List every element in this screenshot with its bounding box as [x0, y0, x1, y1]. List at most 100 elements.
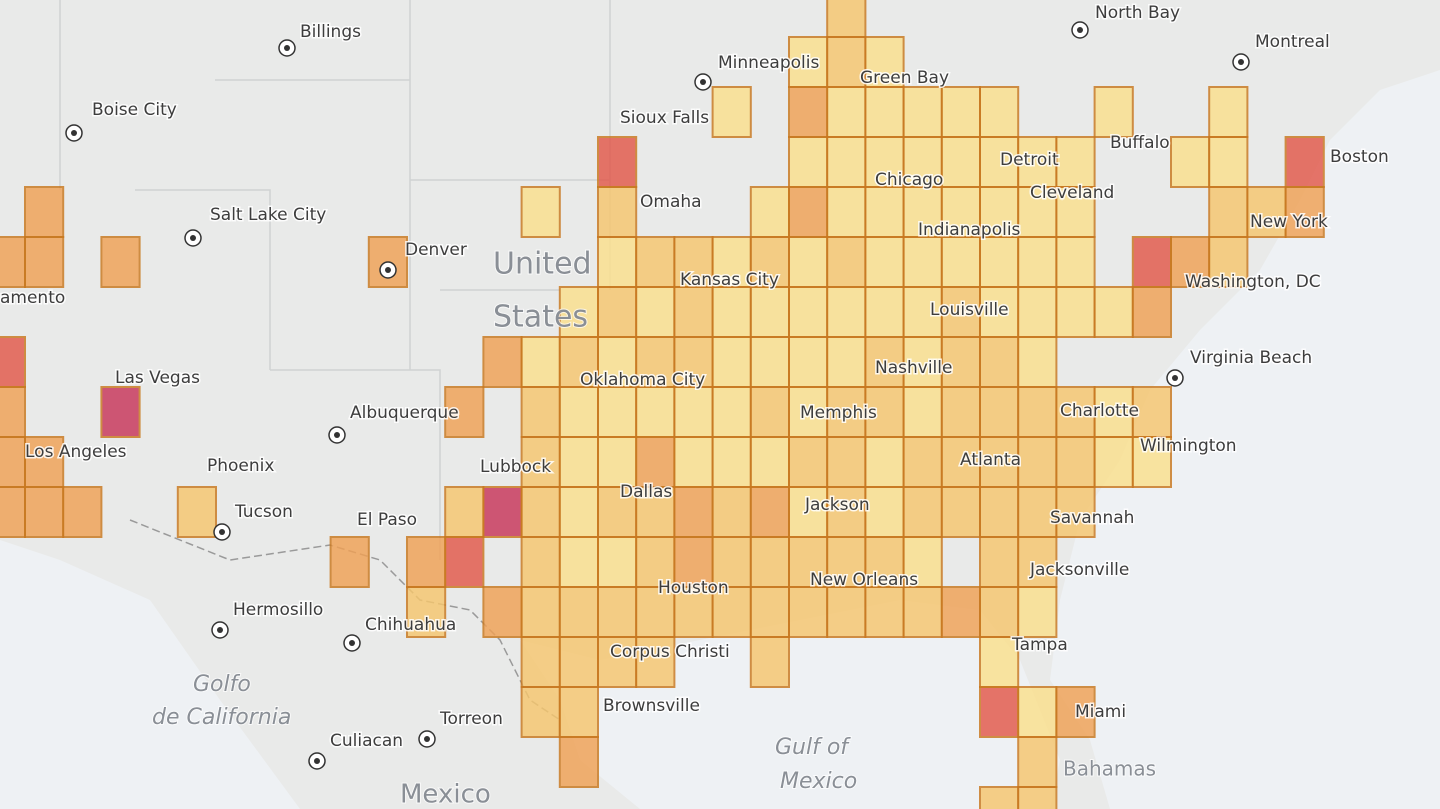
grid-cell [749, 636, 790, 688]
grid-cell [711, 486, 752, 538]
region-label: Gulf of [775, 735, 851, 760]
grid-cell [100, 236, 141, 288]
city-label: Montreal [1255, 32, 1330, 52]
grid-cell [1017, 286, 1058, 338]
city-label: Detroit [1000, 150, 1059, 170]
grid-cell [24, 236, 65, 288]
city-label: Denver [405, 240, 467, 260]
grid-cell [520, 336, 561, 388]
grid-cell [482, 336, 523, 388]
region-label: States [493, 300, 588, 335]
grid-cell [711, 586, 752, 638]
city-label: Boise City [92, 100, 177, 120]
city-label: Tampa [1011, 635, 1068, 655]
grid-cell [979, 786, 1020, 809]
city-label: Las Vegas [115, 368, 200, 388]
grid-cell [597, 586, 638, 638]
grid-cell [1017, 436, 1058, 488]
grid-cell [1093, 286, 1134, 338]
city-label: Oklahoma City [580, 370, 705, 390]
grid-cell [1055, 186, 1096, 238]
grid-cell [520, 586, 561, 638]
grid-cell [1131, 236, 1173, 288]
grid-cell [788, 236, 829, 288]
grid-cell [826, 386, 867, 438]
grid-cell [520, 186, 561, 238]
city-label: Kansas City [680, 270, 779, 290]
grid-cell [979, 336, 1020, 388]
city-label: Green Bay [860, 68, 949, 88]
grid-cell [24, 186, 65, 238]
grid-cell [1093, 86, 1134, 138]
city-dot-center [190, 235, 196, 241]
grid-cell [979, 286, 1020, 338]
grid-cell [635, 486, 676, 538]
grid-cell [635, 236, 676, 288]
city-label: Culiacan [330, 731, 403, 751]
grid-cell [979, 136, 1020, 188]
city-label: Sioux Falls [620, 108, 709, 128]
grid-cell [749, 186, 790, 238]
grid-cell [864, 186, 905, 238]
grid-cell [635, 536, 676, 588]
city-dot-center [71, 130, 77, 136]
city-dot-center [219, 529, 225, 535]
grid-cell [62, 486, 103, 538]
city-label: Jackson [804, 495, 870, 515]
city-label: amento [0, 288, 65, 308]
grid-cell [940, 436, 981, 488]
grid-cell [1017, 536, 1058, 588]
grid-cell [597, 286, 638, 338]
city-dot-center [334, 432, 340, 438]
city-label: Memphis [800, 403, 877, 423]
grid-cell [864, 536, 905, 588]
grid-cell [520, 486, 561, 538]
grid-cell [864, 86, 905, 138]
grid-cell [1208, 236, 1249, 288]
grid-cell [902, 586, 943, 638]
grid-cell [0, 486, 27, 538]
grid-cell [558, 686, 599, 738]
grid-cell [482, 486, 523, 538]
grid-cell [1017, 586, 1058, 638]
grid-cell [940, 286, 981, 338]
grid-cell [558, 536, 599, 588]
grid-cell [788, 136, 829, 188]
grid-cell [635, 636, 676, 688]
grid-cell [673, 336, 714, 388]
region-label: de California [152, 705, 291, 730]
grid-cell [940, 236, 981, 288]
grid-cell [597, 486, 638, 538]
grid-cell [673, 586, 714, 638]
grid-cell [1246, 186, 1287, 238]
grid-cell [979, 236, 1020, 288]
grid-cell [864, 236, 905, 288]
grid-cell [329, 536, 370, 588]
grid-cell [902, 236, 943, 288]
grid-cell [711, 386, 752, 438]
grid-cell [940, 486, 981, 538]
grid-cell [406, 536, 447, 588]
grid-cell [826, 286, 867, 338]
grid-cell [788, 36, 829, 88]
city-label: Cleveland [1030, 183, 1114, 203]
city-label: North Bay [1095, 3, 1180, 23]
city-label: Louisville [930, 300, 1009, 320]
grid-cell [558, 486, 599, 538]
grid-cell [673, 436, 714, 488]
grid-cell [864, 336, 905, 388]
grid-cell [864, 286, 905, 338]
city-dot-center [1077, 27, 1083, 33]
grid-cell [864, 436, 905, 488]
grid-cell [902, 386, 943, 438]
city-label: New Orleans [810, 570, 918, 590]
grid-cell [788, 436, 829, 488]
city-label: Atlanta [960, 450, 1021, 470]
grid-cell [902, 186, 943, 238]
grid-cell [1055, 136, 1096, 188]
grid-cell [597, 536, 638, 588]
grid-cell [1055, 686, 1096, 738]
grid-cell [1284, 136, 1325, 188]
grid-cell [940, 86, 981, 138]
grid-cells [0, 0, 1325, 809]
